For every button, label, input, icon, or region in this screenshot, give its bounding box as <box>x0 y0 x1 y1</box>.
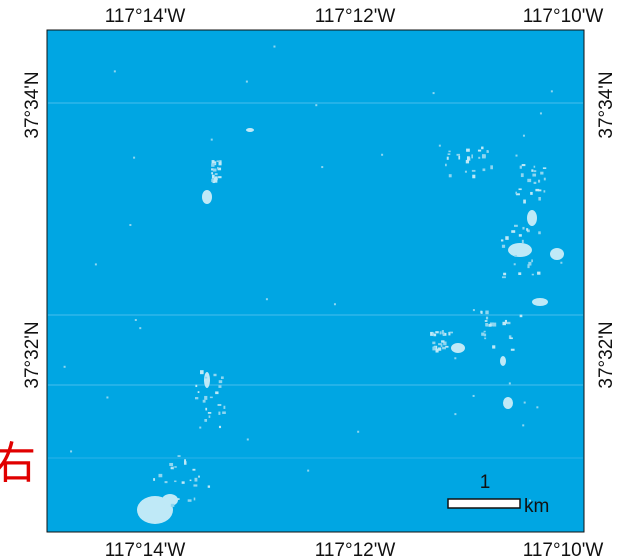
scale-bar: 1 km <box>447 472 549 517</box>
left-label: 37°34'N <box>22 71 43 138</box>
top-label: 117°12'W <box>315 6 396 27</box>
map-frame <box>46 29 585 533</box>
bottom-label: 117°10'W <box>523 540 604 558</box>
side-text: 右 <box>0 439 36 488</box>
water-patches <box>63 45 564 524</box>
graticule <box>48 102 583 459</box>
right-label: 37°32'N <box>596 321 617 388</box>
scale-bar-rect <box>447 498 521 509</box>
bottom-label: 117°14'W <box>105 540 186 558</box>
right-label: 37°34'N <box>596 71 617 138</box>
top-label: 117°10'W <box>523 6 604 27</box>
top-label: 117°14'W <box>105 6 186 27</box>
bottom-label: 117°12'W <box>315 540 396 558</box>
scale-value: 1 <box>480 472 491 493</box>
left-label: 37°32'N <box>22 321 43 388</box>
scale-unit: km <box>524 496 549 517</box>
